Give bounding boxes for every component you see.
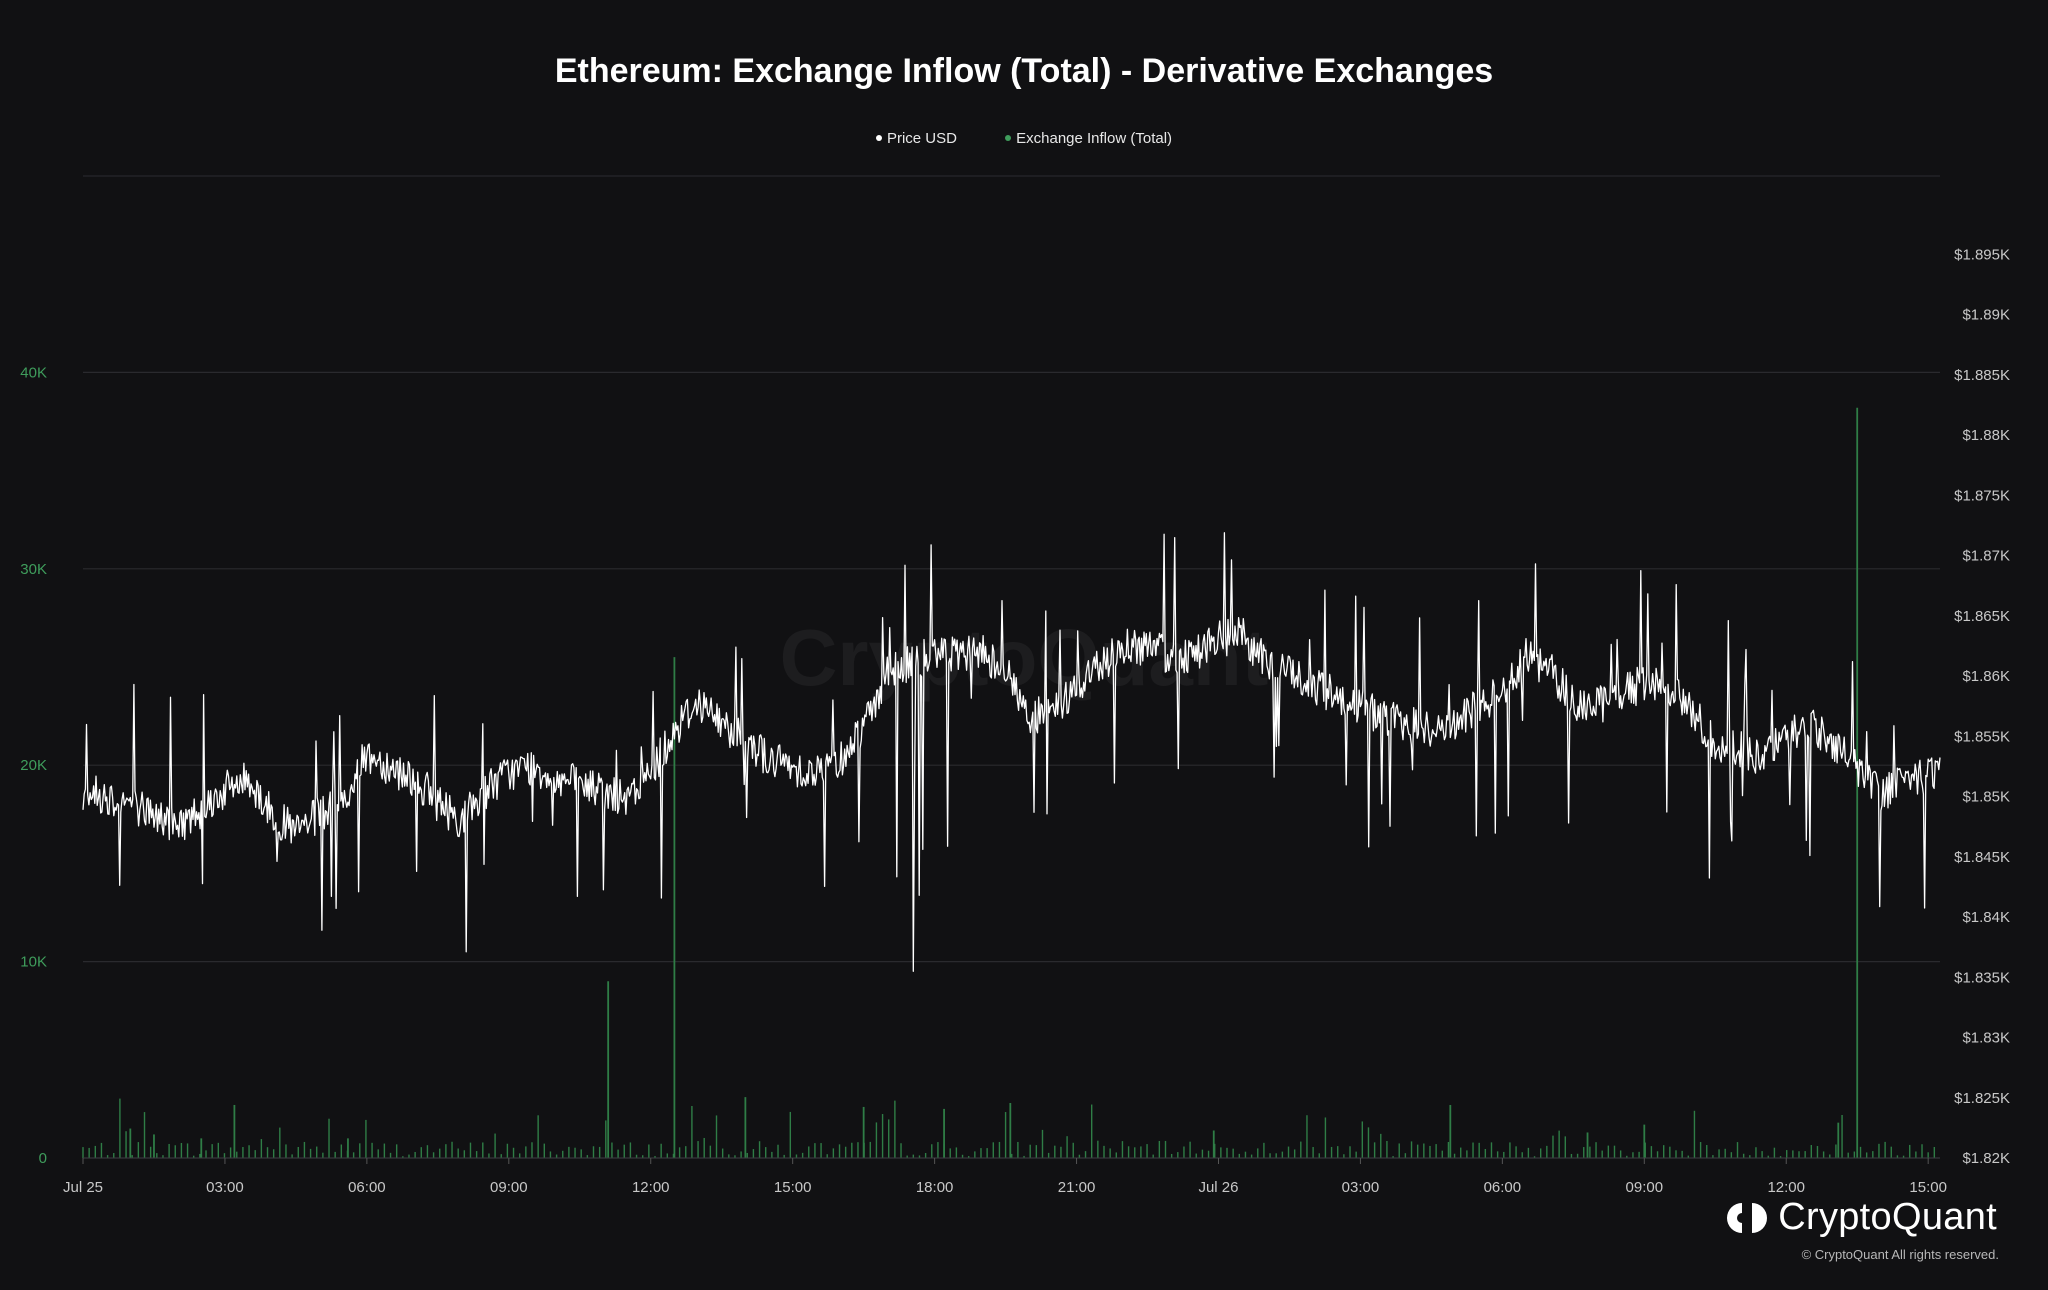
- y-right-tick-label: $1.87K: [1962, 548, 2010, 565]
- x-tick-label: 09:00: [490, 1179, 528, 1196]
- chart-title: Ethereum: Exchange Inflow (Total) - Deri…: [554, 52, 1494, 90]
- x-tick-label: 18:00: [916, 1179, 954, 1196]
- y-right-tick-label: $1.835K: [1954, 969, 2010, 986]
- legend-item-inflow[interactable]: Exchange Inflow (Total): [1005, 130, 1172, 147]
- cryptoquant-logo-icon: [1727, 1202, 1768, 1233]
- y-right-tick-label: $1.89K: [1962, 307, 2010, 324]
- legend-dot-icon: [1005, 135, 1012, 142]
- x-tick-label: 06:00: [1484, 1179, 1522, 1196]
- y-right-tick-label: $1.825K: [1954, 1090, 2010, 1107]
- legend-label-inflow: Exchange Inflow (Total): [1016, 130, 1173, 147]
- y-left-tick-label: 20K: [20, 757, 47, 774]
- brand: CryptoQuant: [1724, 1196, 1997, 1239]
- brand-name: CryptoQuant: [1778, 1196, 1997, 1238]
- x-tick-label: 15:00: [1909, 1179, 1947, 1196]
- y-right-tick-label: $1.875K: [1954, 487, 2010, 504]
- y-right-tick-label: $1.895K: [1954, 246, 2010, 263]
- x-tick-label: 03:00: [206, 1179, 244, 1196]
- inflow-series: [82, 407, 1936, 1158]
- y-right-tick-label: $1.86K: [1962, 668, 2010, 685]
- axes: 0 10K 20K 30K 40K $1.82K $1.825K $1.83K $1.835K $…: [20, 246, 2010, 1196]
- y-right-tick-label: $1.85K: [1962, 789, 2010, 806]
- x-tick-label: 21:00: [1058, 1179, 1096, 1196]
- y-right-tick-label: $1.82K: [1962, 1150, 2010, 1167]
- x-tick-label: 06:00: [348, 1179, 386, 1196]
- y-left-tick-label: 0: [39, 1150, 47, 1167]
- y-right-tick-label: $1.885K: [1954, 367, 2010, 384]
- x-tick-label: 12:00: [632, 1179, 670, 1196]
- x-tick-label: Jul 26: [1198, 1179, 1238, 1196]
- price-series: [82, 532, 1941, 972]
- legend-label-price: Price USD: [886, 130, 957, 147]
- legend-item-price[interactable]: Price USD: [875, 130, 957, 147]
- x-tick-label: 03:00: [1342, 1179, 1380, 1196]
- x-tick-label: 12:00: [1767, 1179, 1805, 1196]
- legend: Price USD Exchange Inflow (Total): [0, 130, 2048, 147]
- y-right-tick-label: $1.84K: [1962, 909, 2010, 926]
- y-left-tick-label: 10K: [20, 954, 47, 971]
- y-right-tick-label: $1.88K: [1962, 427, 2010, 444]
- y-right-tick-label: $1.845K: [1954, 849, 2010, 866]
- x-tick-label: Jul 25: [63, 1179, 103, 1196]
- x-tick-label: 15:00: [774, 1179, 812, 1196]
- y-left-tick-label: 40K: [20, 364, 47, 381]
- y-right-tick-label: $1.865K: [1954, 608, 2010, 625]
- price-line: [82, 532, 1941, 972]
- y-left-tick-label: 30K: [20, 561, 47, 578]
- y-right-tick-label: $1.83K: [1962, 1030, 2010, 1047]
- y-right-tick-label: $1.855K: [1954, 728, 2010, 745]
- copyright-text: © CryptoQuant All rights reserved.: [1801, 1247, 1999, 1262]
- x-tick-label: 09:00: [1626, 1179, 1664, 1196]
- legend-dot-icon: [875, 135, 882, 142]
